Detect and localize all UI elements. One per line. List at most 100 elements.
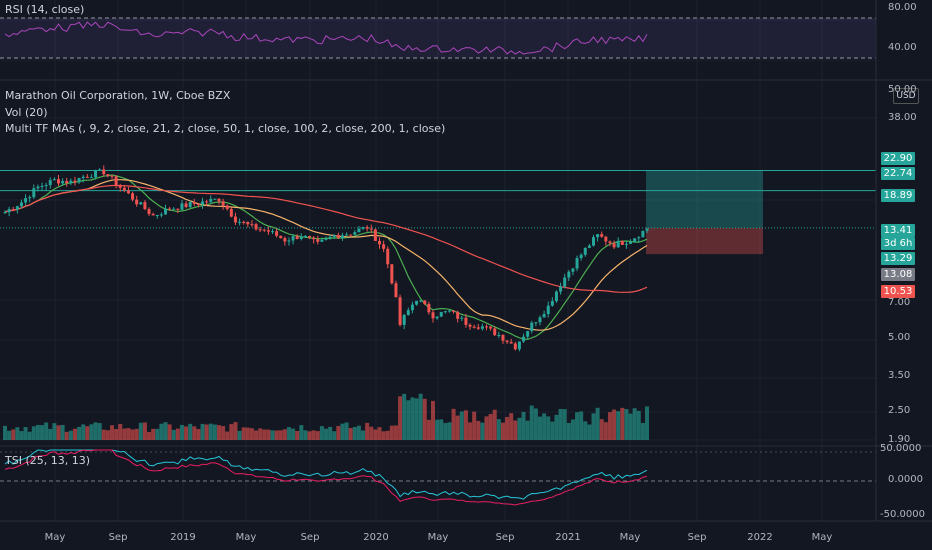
candle-body <box>172 208 176 210</box>
volume-bar <box>299 425 304 440</box>
volume-bar <box>554 414 559 440</box>
candle-body <box>131 193 135 200</box>
candle-body <box>279 235 283 239</box>
candle-body <box>40 186 44 188</box>
volume-bar <box>373 429 378 440</box>
volume-bar <box>114 429 119 440</box>
time-axis[interactable]: May Sep 2019 May Sep 2020 May Sep 2021 May Sep 2022… <box>45 532 833 543</box>
candle-body <box>398 297 402 325</box>
volume-bar <box>89 424 94 440</box>
volume-bar <box>624 409 629 440</box>
candle-body <box>328 236 332 239</box>
volume-bar <box>241 427 246 440</box>
candle-body <box>563 277 567 287</box>
volume-legend[interactable]: Vol (20) <box>5 106 48 119</box>
time-axis-label: May <box>812 532 833 543</box>
volume-bar <box>538 416 542 440</box>
candle-body <box>44 185 48 187</box>
price-tick: 3.50 <box>888 370 911 381</box>
volume-bar <box>587 424 592 440</box>
volume-bar <box>410 397 415 440</box>
candle-body <box>456 311 460 319</box>
candle-body <box>394 283 398 298</box>
rsi-legend[interactable]: RSI (14, close) <box>5 3 85 16</box>
candle-body <box>382 244 386 249</box>
tsi-legend[interactable]: TSI (25, 13, 13) <box>5 454 91 467</box>
candle-body <box>81 176 85 179</box>
volume-bar <box>484 416 489 440</box>
volume-bar <box>282 429 287 440</box>
time-axis-label: May <box>428 532 449 543</box>
candle-body <box>295 236 299 240</box>
volume-bar <box>570 419 575 440</box>
volume-bar <box>443 423 448 440</box>
volume-bar <box>562 409 567 440</box>
volume-bar <box>315 431 320 440</box>
candle-body <box>480 326 484 329</box>
tsi-tick: 50.0000 <box>880 443 922 454</box>
candle-body <box>168 208 172 210</box>
volume-bar <box>558 408 563 440</box>
price-tick: 5.00 <box>888 332 911 343</box>
candle-body <box>629 241 633 244</box>
volume-bar <box>402 393 407 440</box>
candle-body <box>291 236 295 241</box>
volume-bar <box>439 419 444 440</box>
ma-value-tag: 13.29 <box>881 252 915 265</box>
candle-body <box>612 243 616 248</box>
volume-bar <box>122 428 127 440</box>
volume-bar <box>262 429 267 440</box>
candle-body <box>517 341 521 350</box>
stop-price-tag[interactable]: 10.53 <box>881 285 915 298</box>
candle-body <box>567 271 571 278</box>
symbol-title[interactable]: Marathon Oil Corporation, 1W, Cboe BZX <box>5 89 231 102</box>
candle-body <box>431 312 435 319</box>
volume-bar <box>632 408 637 440</box>
candle-body <box>472 326 476 328</box>
volume-bar <box>233 422 238 440</box>
currency-button[interactable]: USD <box>893 88 919 104</box>
volume-bar <box>77 426 82 440</box>
candle-body <box>201 201 205 205</box>
candle-body <box>530 322 534 332</box>
volume-bar <box>393 425 398 440</box>
level-tag[interactable]: 18.89 <box>881 189 915 202</box>
candle-body <box>637 237 641 239</box>
volume-bar <box>488 413 493 440</box>
volume-bar <box>19 431 24 440</box>
candle-body <box>513 343 517 350</box>
candle-body <box>164 208 167 215</box>
candle-body <box>159 214 163 216</box>
candle-body <box>345 234 349 236</box>
rsi-level-80: 80.00 <box>888 2 917 13</box>
candle-body <box>378 240 381 245</box>
candle-body <box>620 240 624 245</box>
volume-bar <box>607 412 612 440</box>
volume-bar <box>85 426 90 440</box>
candle-body <box>641 230 645 238</box>
last-price-tag[interactable]: 13.41 <box>881 224 915 237</box>
volume-bar <box>521 411 526 440</box>
volume-bar <box>468 422 473 440</box>
candle-body <box>151 213 155 216</box>
ma-legend[interactable]: Multi TF MAs (, 9, 2, close, 21, 2, clos… <box>5 122 446 135</box>
volume-bar <box>645 406 649 440</box>
candle-body <box>579 254 583 259</box>
ma-value-tag: 13.08 <box>881 268 915 281</box>
time-axis-label: Sep <box>688 532 707 543</box>
candle-body <box>501 335 505 341</box>
target-line-tag[interactable]: 22.74 <box>881 167 915 180</box>
candle-body <box>357 228 361 233</box>
candle-body <box>624 243 628 245</box>
price-pane[interactable] <box>0 165 876 352</box>
volume-bar <box>48 428 53 440</box>
volume-bar <box>480 422 485 440</box>
target-price-tag[interactable]: 22.90 <box>881 152 915 165</box>
candle-body <box>534 322 538 324</box>
volume-bar <box>591 413 596 440</box>
pane-separators[interactable] <box>0 0 932 522</box>
candle-body <box>390 264 394 284</box>
candle-body <box>497 335 501 337</box>
volume-bar <box>418 393 423 440</box>
